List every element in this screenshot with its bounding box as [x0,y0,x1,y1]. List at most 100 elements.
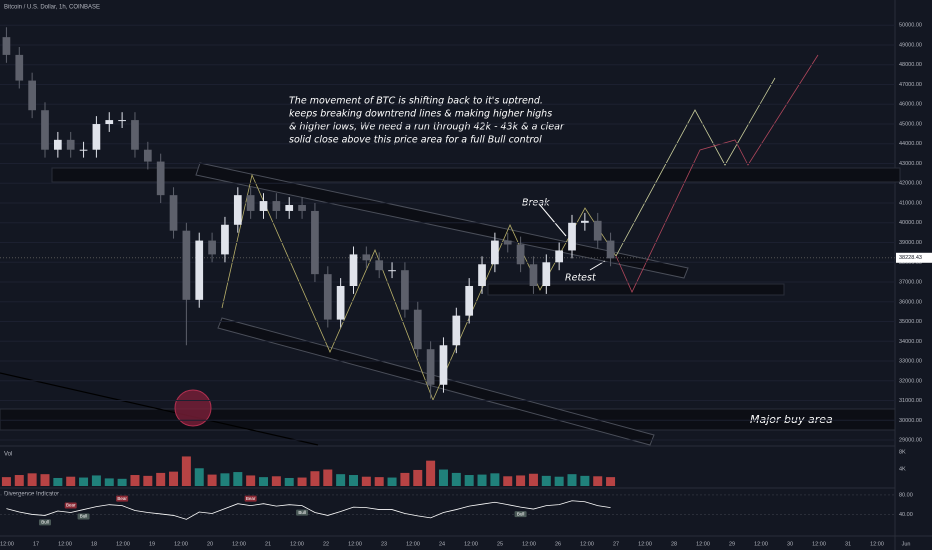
volume-bar [246,475,256,486]
candle-body [285,205,294,211]
y-tick-label: 32000.00 [899,378,922,384]
volume-tick-label: 4K [899,467,906,473]
candle-body [503,240,512,245]
volume-bar [66,476,76,486]
candle-body [439,345,448,385]
last-price-label: 38228.43 [899,255,922,261]
y-tick-label: 30000.00 [899,418,922,424]
x-tick-label: 12:00 [870,541,884,547]
x-tick-label: 12:00 [174,541,188,547]
signal-label: Bull [298,510,306,515]
candle-body [516,244,525,265]
candle-body [491,240,499,265]
indicator-tick-label: 40.00 [899,512,913,518]
candle-body [169,195,178,231]
x-tick-label: 18 [91,541,97,547]
y-tick-label: 46000.00 [899,102,922,108]
x-tick-label: 29 [729,541,735,547]
candle-body [323,274,332,320]
candle-body [349,254,358,287]
candle-body [2,37,11,55]
volume-bar [516,475,526,486]
candle-body [105,120,114,125]
y-tick-label: 44000.00 [899,141,922,147]
volume-bar [40,474,50,486]
volume-bar [348,475,358,486]
projection-alt [615,54,819,293]
resistance-zone [51,167,901,183]
candle-body [272,201,281,211]
y-tick-label: 29000.00 [899,438,922,444]
candle-body [388,270,396,272]
note-line: & higher lows, We need a run through 42k… [289,122,565,133]
candle-body [298,205,306,211]
volume-bar [567,474,577,486]
x-tick-label: Jun [902,541,911,547]
x-tick-label: 12:00 [116,541,130,547]
chart-title: Bitcoin / U.S. Dollar, 1h, COINBASE [4,5,100,11]
x-tick-label: 12:00 [290,541,304,547]
y-tick-label: 35000.00 [899,319,922,325]
volume-bar [79,477,89,486]
volume-bar [14,475,24,486]
volume-bar [400,472,410,486]
volume-bar [207,474,217,486]
y-tick-label: 37000.00 [899,280,922,286]
volume-bar [336,474,346,486]
candle-body [362,254,371,261]
buy-zone [0,408,896,431]
candle-body [143,149,152,162]
candle-body [208,240,216,255]
candle-body [221,224,229,255]
volume-bar [156,472,166,486]
y-tick-label: 39000.00 [899,240,922,246]
highlight-circle [174,389,212,427]
x-tick-label: 25 [497,541,503,547]
candle-body [53,139,62,150]
x-tick-label: 20 [207,541,213,547]
x-tick-label: 12:00 [58,541,72,547]
candle-body [606,240,615,259]
candle-body [413,309,422,350]
note-line: keeps breaking downtrend lines & making … [289,109,552,120]
candle-body [79,149,88,151]
candle-body [156,161,165,196]
x-tick-label: 12:00 [638,541,652,547]
volume-bar [194,468,204,486]
y-tick-label: 31000.00 [899,398,922,404]
volume-bar [554,476,564,486]
indicator-title: Divergence Indicator [4,492,59,498]
volume-bar [220,473,230,486]
y-tick-label: 41000.00 [899,200,922,206]
trend-line [0,372,319,446]
x-tick-label: 31 [845,541,851,547]
volume-bar [169,471,179,486]
candle-body [529,264,538,287]
signal-tag [514,511,527,518]
x-tick-label: 24 [439,541,445,547]
volume-bar [374,477,384,486]
volume-bar [361,476,371,486]
x-tick-label: 21 [265,541,271,547]
candle-body [555,250,564,263]
signal-label: Bear [246,496,256,501]
volume-bar [259,477,269,486]
x-tick-label: 12:00 [812,541,826,547]
volume-bar [541,475,551,486]
x-tick-label: 12:00 [522,541,536,547]
candle-body [311,210,319,275]
x-tick-label: 22 [323,541,329,547]
volume-bar [490,473,500,486]
volume-bar [27,473,37,486]
candle-body [401,270,409,310]
volume-bar [181,456,191,486]
candle-body [131,120,139,150]
volume-bar [323,469,333,486]
volume-bar [117,478,127,486]
volume-bar [477,474,487,486]
candle-body [195,240,204,300]
volume-bar [503,476,513,486]
candle-body [465,286,474,316]
y-tick-label: 42000.00 [899,181,922,187]
